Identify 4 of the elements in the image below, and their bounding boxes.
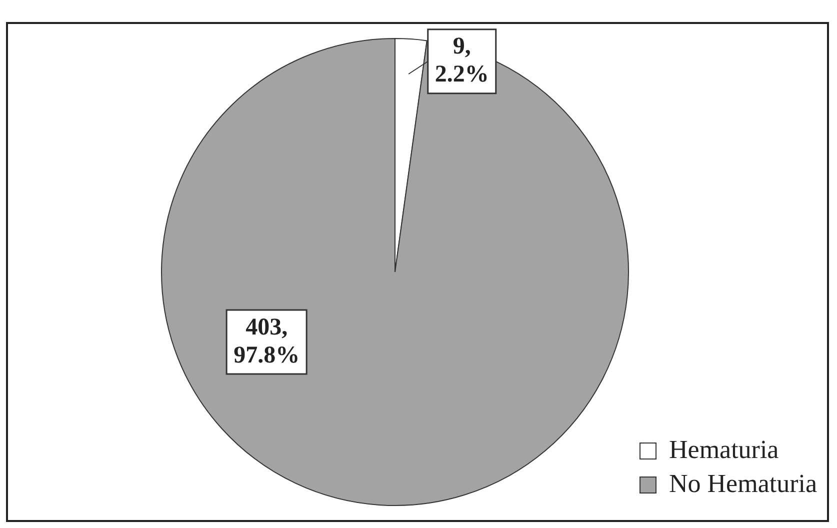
data-label: 403, 97.8% — [234, 314, 300, 368]
legend-label: No Hematuria — [669, 468, 818, 498]
data-label: 9, 2.2% — [434, 34, 489, 88]
legend-label: Hematuria — [669, 434, 780, 464]
